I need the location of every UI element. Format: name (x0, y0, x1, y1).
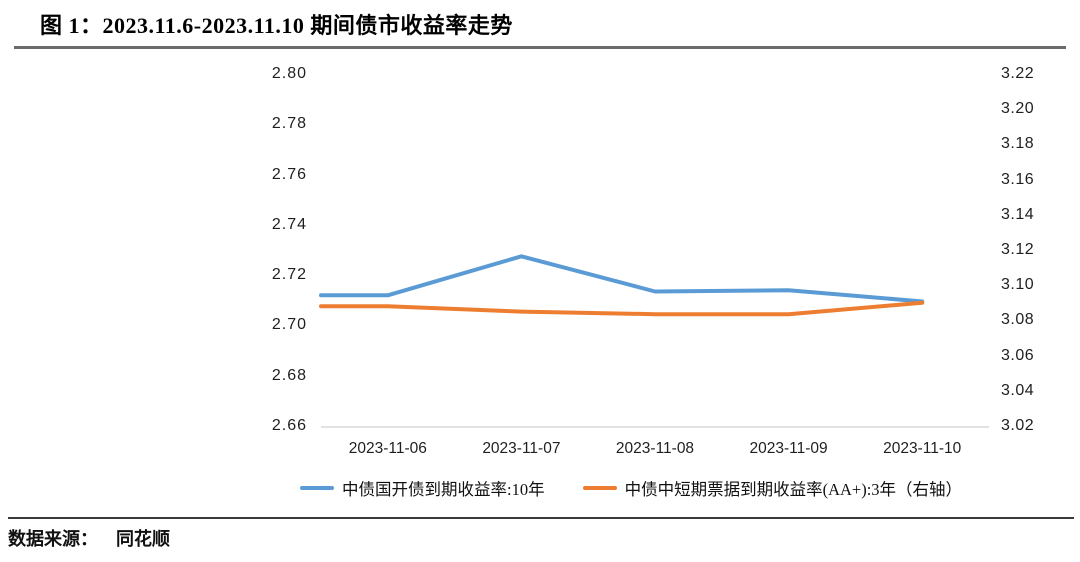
legend-swatch-line-icon (300, 486, 334, 490)
left-axis-tick-label: 2.72 (271, 266, 307, 284)
right-axis-tick-label: 3.04 (1001, 381, 1035, 399)
legend-label: 中债中短期票据到期收益率(AA+):3年（右轴） (624, 480, 963, 499)
right-axis-tick-label: 3.06 (1001, 346, 1035, 364)
x-axis-tick-label: 2023-11-10 (883, 440, 962, 457)
x-axis-tick-label: 2023-11-08 (615, 440, 695, 457)
data-source-label: 数据来源： (8, 529, 98, 549)
yield-trend-chart: 2.80 2.78 2.76 2.74 2.72 2.70 2.68 2.66 3.22 3.2… (0, 50, 1080, 510)
left-axis-tick-label: 2.74 (271, 215, 307, 233)
right-axis-tick-label: 3.18 (1001, 135, 1035, 153)
title-divider (14, 46, 1066, 49)
series-line-1 (319, 300, 925, 317)
right-axis-tick-label: 3.08 (1001, 311, 1035, 329)
legend-label: 中债国开债到期收益率:10年 (342, 480, 545, 499)
x-axis-tick-label: 2023-11-07 (482, 440, 561, 457)
left-axis-tick-label: 2.78 (271, 115, 307, 133)
plot-svg (319, 254, 989, 428)
right-axis-tick-label: 3.16 (1001, 170, 1035, 188)
x-axis-tick-label: 2023-11-09 (749, 440, 828, 457)
right-axis-tick-label: 3.14 (1001, 205, 1035, 223)
right-axis-tick-label: 3.20 (1001, 100, 1035, 118)
figure-title: 图 1：2023.11.6-2023.11.10 期间债市收益率走势 (40, 13, 513, 38)
left-axis-tick-label: 2.80 (271, 65, 307, 82)
left-axis-tick-label: 2.70 (271, 316, 307, 334)
right-axis-tick-label: 3.22 (1001, 65, 1035, 82)
legend-item: 中债国开债到期收益率:10年 (300, 476, 545, 500)
legend-item: 中债中短期票据到期收益率(AA+):3年（右轴） (582, 476, 963, 500)
right-axis-tick-label: 3.12 (1001, 241, 1035, 258)
right-axis-tick-label: 3.02 (1001, 417, 1035, 434)
legend: 中债国开债到期收益率:10年 中债中短期票据到期收益率(AA+):3年（右轴） (300, 476, 962, 500)
right-axis-tick-label: 3.10 (1001, 276, 1035, 294)
series-line-0 (319, 254, 925, 304)
data-source: 数据来源： 同花顺 (8, 525, 170, 551)
x-axis-tick-label: 2023-11-06 (348, 440, 427, 457)
legend-swatch-line-icon (582, 486, 617, 490)
left-axis-tick-label: 2.68 (271, 366, 307, 384)
left-axis-tick-label: 2.66 (271, 417, 307, 434)
data-source-value: 同花顺 (116, 529, 170, 549)
left-axis-tick-label: 2.76 (271, 165, 307, 183)
bottom-divider (8, 517, 1074, 519)
